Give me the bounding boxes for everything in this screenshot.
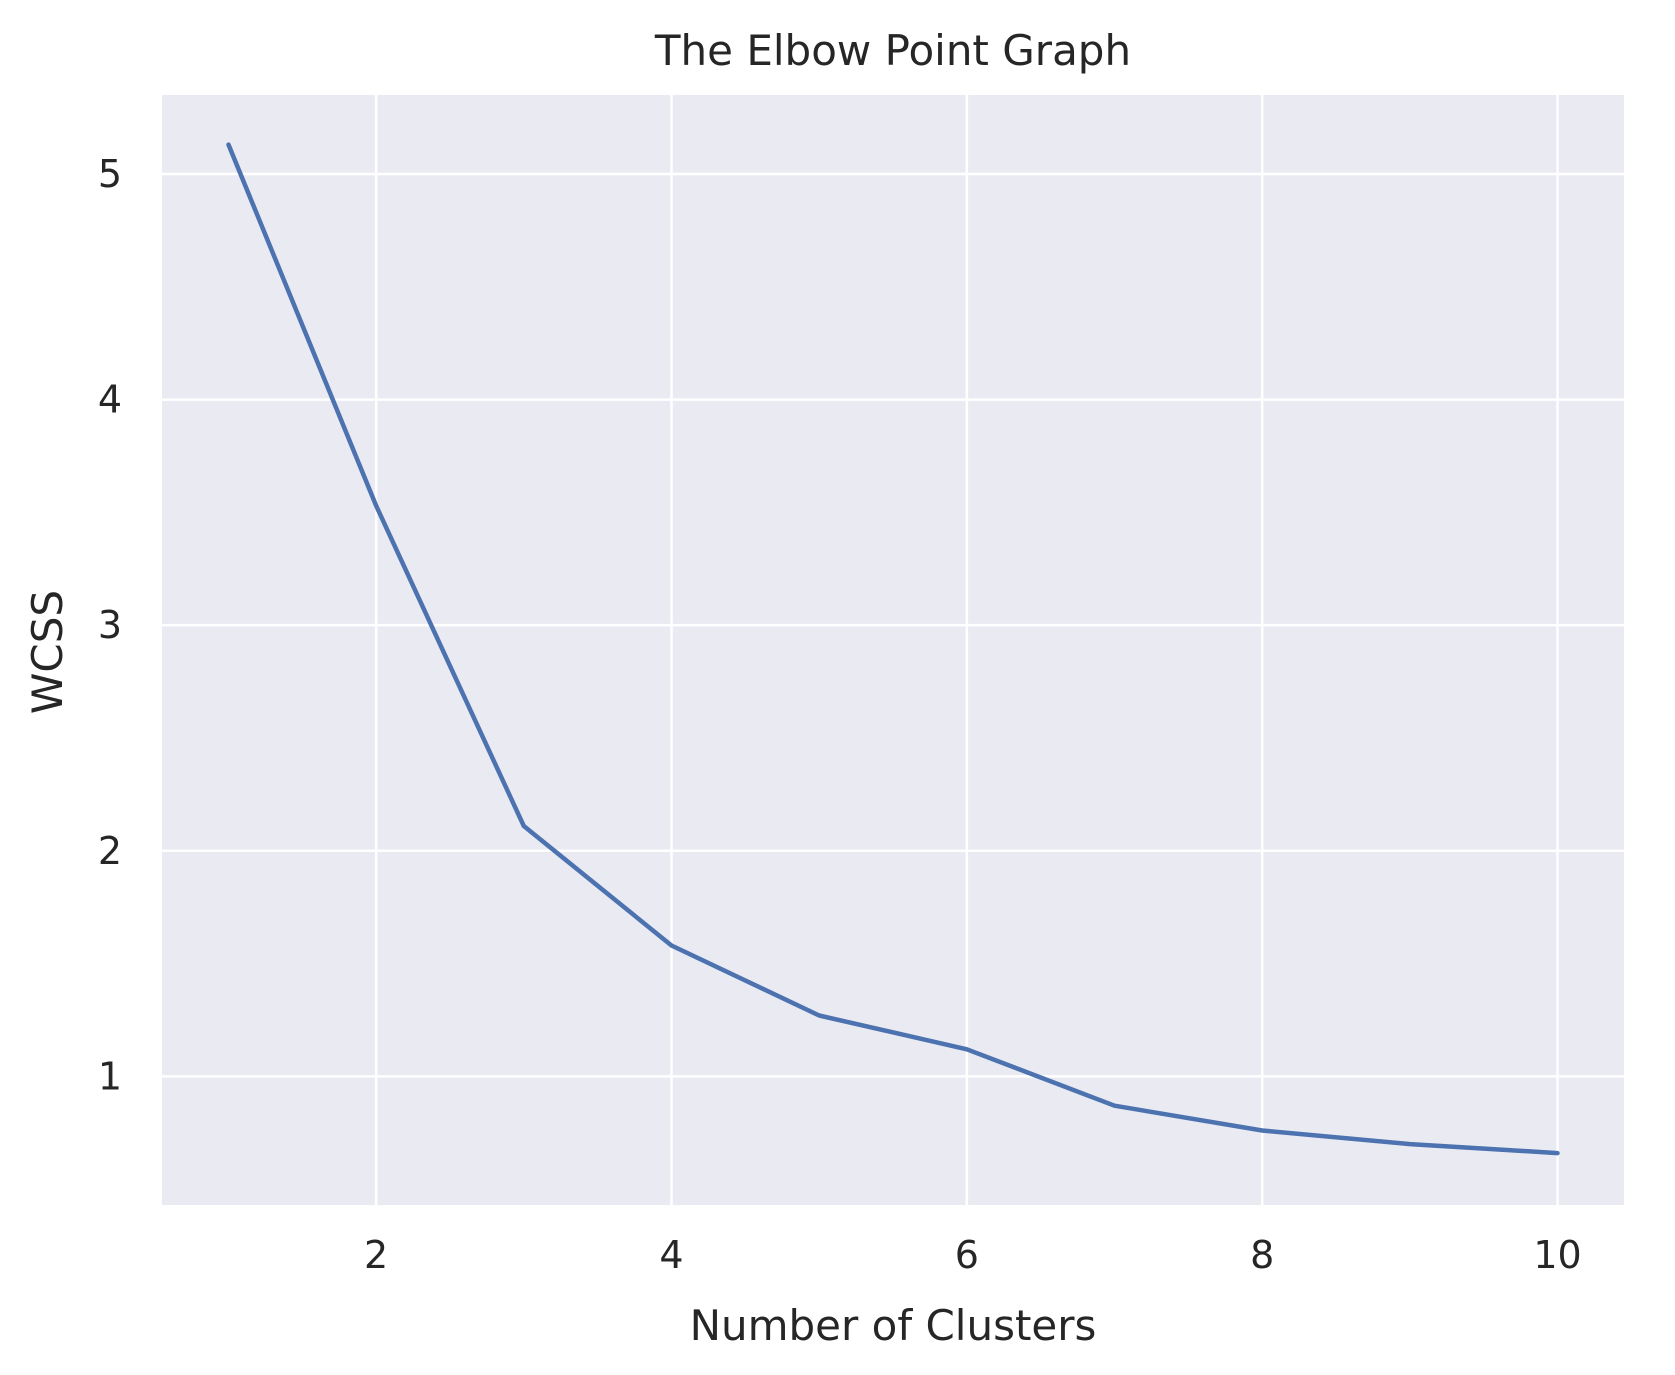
chart-title: The Elbow Point Graph	[654, 26, 1131, 75]
plot-area	[162, 95, 1624, 1205]
y-tick-label: 2	[98, 829, 122, 873]
grid	[162, 95, 1624, 1205]
y-tick-label: 5	[98, 152, 122, 196]
x-tick-label: 2	[364, 1233, 388, 1277]
y-tick-label: 1	[98, 1054, 122, 1098]
series-line	[226, 142, 1560, 1156]
x-tick-label: 10	[1533, 1233, 1581, 1277]
x-tick-label: 8	[1250, 1233, 1274, 1277]
x-axis-label: Number of Clusters	[690, 1301, 1097, 1350]
x-tick-label: 6	[955, 1233, 979, 1277]
series-group	[226, 142, 1560, 1156]
y-tick-label: 4	[98, 378, 122, 422]
y-tick-label: 3	[98, 603, 122, 647]
x-tick-labels: 2 4 6 8 10	[364, 1233, 1582, 1277]
x-tick-label: 4	[659, 1233, 683, 1277]
y-axis-label: WCSS	[23, 590, 72, 714]
y-tick-labels: 1 2 3 4 5	[98, 152, 122, 1098]
